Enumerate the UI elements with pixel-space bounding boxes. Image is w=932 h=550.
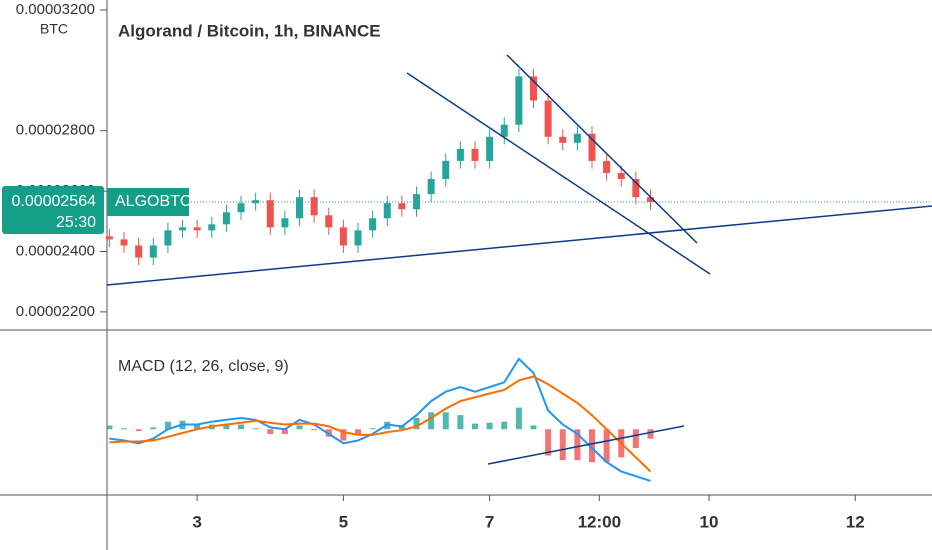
histogram-bar [252,428,259,430]
candle-body [559,136,567,143]
candle-body [266,200,274,228]
candle-body [135,245,143,258]
candle-body [632,179,640,198]
candle-body [149,245,157,258]
candle-body [120,239,128,246]
candle-body [544,100,552,137]
candle-body [646,197,654,202]
candle-body [500,124,508,137]
histogram-bar [515,407,522,430]
candle-body [456,148,464,161]
trend-line [106,205,932,286]
histogram-bar [223,424,230,430]
histogram-bar [355,429,362,435]
histogram-bar [121,428,128,430]
chart-title: Algorand / Bitcoin, 1h, BINANCE [118,21,381,40]
countdown: 25:30 [56,214,96,231]
y-axis-unit: BTC [40,21,68,37]
x-tick-label: 12 [846,512,865,531]
histogram-bar [501,421,508,430]
histogram-bar [632,429,639,449]
candle-body [442,160,450,180]
macd-line [109,375,652,473]
histogram-bar [472,423,479,430]
histogram-bar [267,429,274,434]
histogram-bar [340,429,347,441]
histogram-bar [281,429,288,434]
candle-body [530,76,538,101]
candle-body [105,236,113,240]
histogram-bar [457,415,464,430]
x-tick-label: 5 [339,512,348,531]
macd-line [109,357,651,482]
last-price-label: 0.00002564 [11,193,96,210]
candle-body [383,203,391,219]
histogram-bar [238,424,245,430]
last-price-box [2,185,104,234]
marks [100,9,932,501]
candle-body [471,148,479,161]
histogram-bar [413,417,420,430]
candle-body [179,227,187,231]
candle-body [588,133,596,161]
histogram-bar [194,424,201,430]
histogram-bar [574,429,581,461]
histogram-bar [486,422,493,430]
histogram-bar [296,425,303,430]
trend-line [506,54,698,244]
candle-body [296,197,304,219]
histogram-bar [369,428,376,430]
histogram-bar [647,429,654,439]
candle-body [281,218,289,228]
histogram-bar [428,412,435,430]
candle-body [193,227,201,231]
candle-body [222,212,230,225]
candle-body [325,215,333,228]
candle-body [310,197,318,216]
trend-line [406,72,711,275]
x-tick-label: 10 [700,512,719,531]
histogram-bar [311,429,318,431]
candle-body [252,200,260,204]
candle-body [573,133,581,143]
candle-body [369,218,377,231]
histogram-bar [603,429,610,463]
histogram-bar [530,425,537,430]
candle-body [398,203,406,210]
histogram-bar [442,412,449,430]
candle-body [603,160,611,174]
histogram-bar [588,429,595,463]
candle-body [354,230,362,246]
x-tick-label: 12:00 [578,512,621,531]
candle-body [164,230,172,246]
candle-body [427,179,435,195]
histogram-bar [150,427,157,430]
x-tick-label: 7 [485,512,494,531]
candle-body [339,227,347,246]
y-tick-label: 0.00003200 [16,1,95,18]
y-tick-label: 0.00002400 [16,242,95,259]
candle-body [208,224,216,231]
y-tick-label: 0.00002800 [16,122,95,139]
y-tick-label: 0.00002200 [16,303,95,320]
candle-body [617,173,625,180]
histogram-bar [135,429,142,432]
trend-line [487,425,685,465]
symbol-box [107,187,189,216]
candle-body [515,76,523,125]
histogram-bar [164,421,171,430]
candle-body [486,136,494,161]
histogram-bar [545,429,552,456]
histogram-bar [559,429,566,461]
histogram-bar [106,425,113,430]
x-tick-label: 3 [192,512,201,531]
macd-title: MACD (12, 26, close, 9) [118,358,289,375]
candle-body [237,203,245,213]
symbol-label: ALGOBTC [115,193,191,210]
